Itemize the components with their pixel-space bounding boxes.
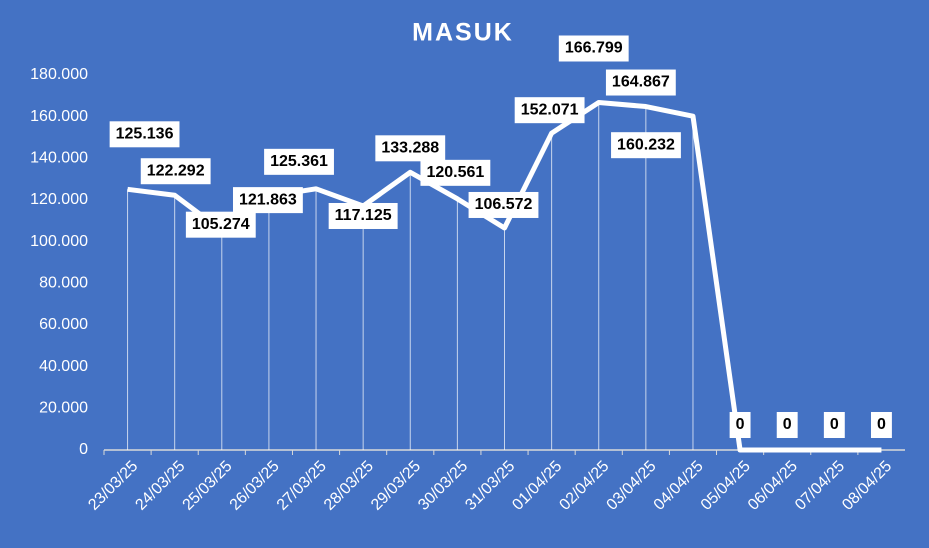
data-label: 106.572 — [475, 196, 533, 213]
data-label: 0 — [736, 416, 745, 433]
data-label: 164.867 — [612, 74, 670, 91]
data-label-box — [420, 159, 491, 186]
data-label-box — [776, 412, 798, 438]
data-label: 152.071 — [521, 101, 579, 118]
data-label: 122.292 — [147, 162, 205, 179]
data-label: 117.125 — [335, 207, 392, 224]
data-label: 125.361 — [270, 153, 328, 170]
data-label-box — [140, 158, 211, 185]
data-label: 125.136 — [116, 126, 174, 143]
data-label: 0 — [830, 416, 839, 433]
data-label-box — [468, 191, 539, 218]
data-label: 0 — [877, 416, 886, 433]
y-tick-label: 160.000 — [30, 108, 88, 125]
data-label-box — [264, 148, 334, 175]
data-label-box — [611, 132, 681, 159]
data-label: 121.863 — [239, 191, 297, 208]
y-tick-label: 120.000 — [30, 191, 88, 208]
data-label: 166.799 — [565, 40, 623, 57]
data-label-box — [558, 35, 629, 62]
y-tick-label: 60.000 — [39, 316, 88, 333]
data-label-box — [232, 187, 303, 214]
data-label-box — [870, 412, 892, 438]
data-label-box — [514, 97, 585, 124]
data-label: 120.561 — [426, 164, 484, 181]
y-tick-label: 180.000 — [30, 66, 88, 83]
data-label-box — [185, 211, 256, 238]
chart-title: MASUK — [412, 19, 514, 47]
y-tick-label: 40.000 — [39, 358, 88, 375]
y-tick-label: 80.000 — [39, 275, 88, 292]
data-label-box — [729, 412, 751, 438]
data-label: 133.288 — [381, 140, 439, 157]
y-tick-label: 100.000 — [30, 233, 88, 250]
data-label: 160.232 — [617, 136, 675, 153]
data-label-box — [375, 135, 446, 162]
data-label-box — [605, 69, 676, 96]
data-label-box — [823, 412, 845, 438]
y-tick-label: 20.000 — [39, 400, 88, 417]
data-label: 0 — [783, 416, 792, 433]
y-tick-label: 140.000 — [30, 150, 88, 167]
data-label-box — [328, 202, 398, 229]
data-label-box — [109, 121, 180, 148]
data-label: 105.274 — [192, 216, 250, 233]
y-tick-label: 0 — [79, 441, 88, 458]
